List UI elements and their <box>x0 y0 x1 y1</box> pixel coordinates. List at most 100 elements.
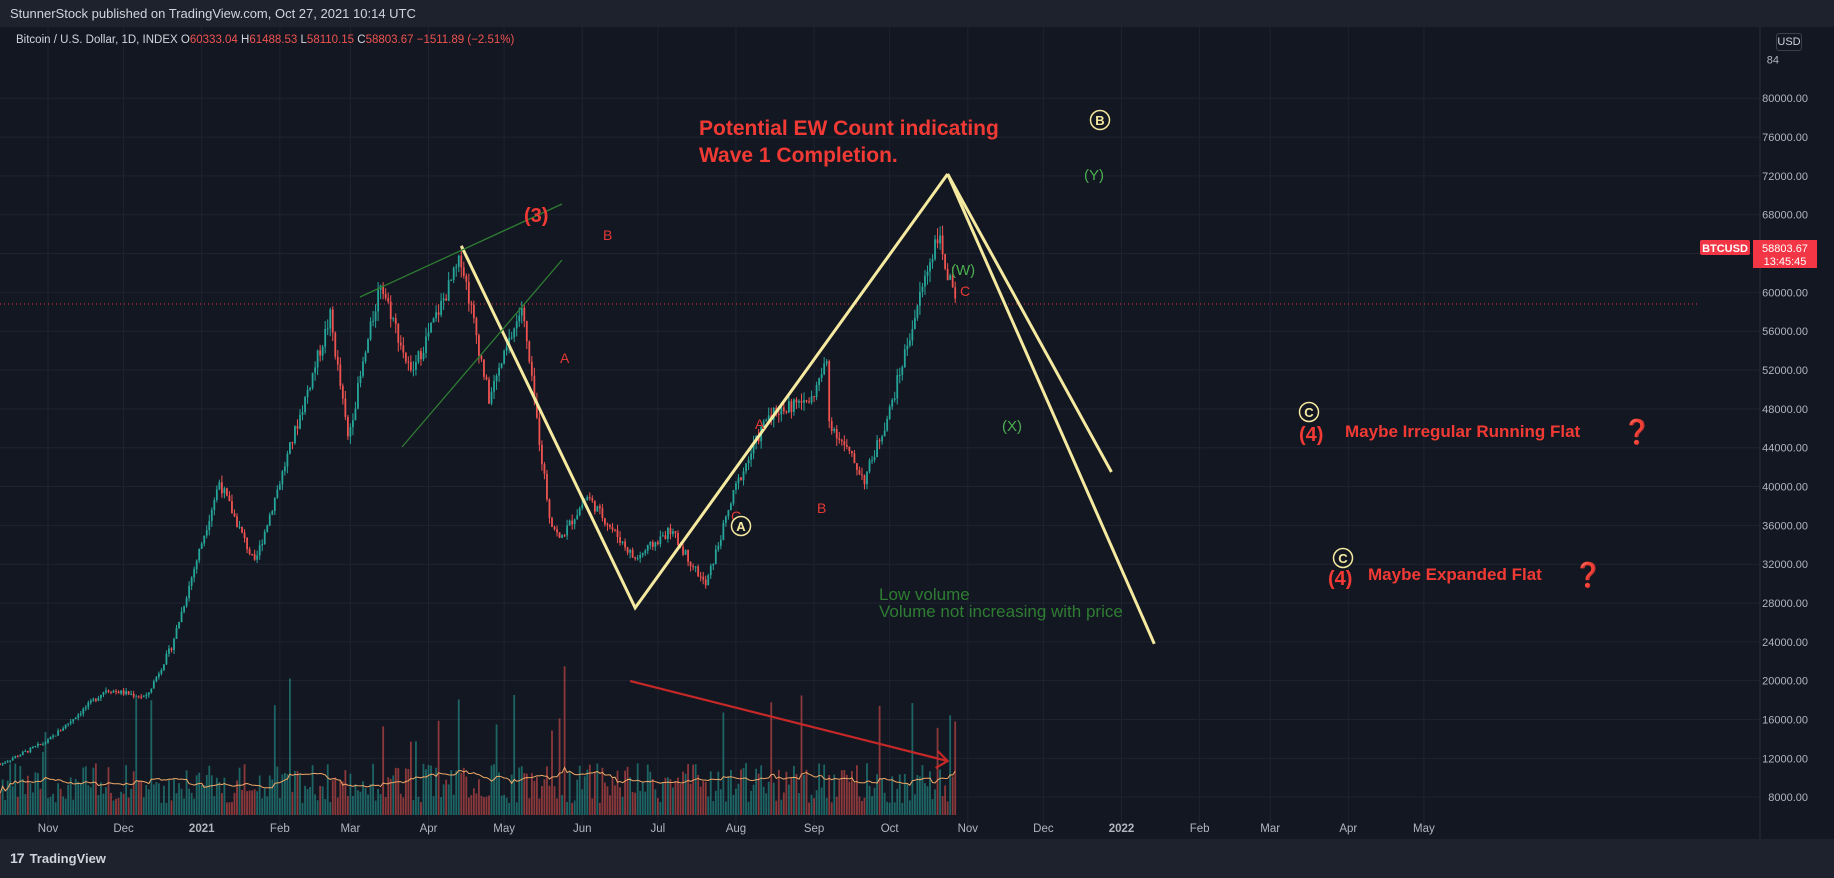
price-chart[interactable]: 80000.0076000.0072000.0068000.0064000.00… <box>0 27 1834 839</box>
volume-bar <box>213 796 216 815</box>
volume-bar <box>856 765 858 815</box>
candle-body <box>913 317 916 329</box>
candle-body <box>566 525 569 536</box>
candle-body <box>117 691 120 694</box>
volume-bar <box>160 802 163 815</box>
wave-c-circle-1-text: C <box>1304 405 1314 420</box>
candle-body <box>649 542 652 546</box>
volume-bar <box>417 796 420 815</box>
volume-bar <box>500 795 503 815</box>
candle-body <box>296 426 299 429</box>
wave-a-circle: A <box>730 515 752 537</box>
wave-c-circle-2: C <box>1332 547 1354 569</box>
volume-bar <box>165 802 168 815</box>
volume-bar <box>561 794 563 815</box>
volume-arrow-head <box>935 750 950 769</box>
candle-body <box>656 542 659 545</box>
candle-body <box>1 762 4 765</box>
candle-body <box>586 496 589 501</box>
candle-body <box>341 385 344 399</box>
candle-body <box>19 754 22 757</box>
volume-bar <box>903 773 906 815</box>
candle-body <box>299 414 301 429</box>
candle-body <box>193 569 196 578</box>
wave-4-label-2: (4) <box>1328 568 1352 590</box>
candle-body <box>241 526 243 533</box>
volume-bar <box>704 781 707 815</box>
volume-bar <box>190 792 193 815</box>
candle-body <box>818 378 821 386</box>
volume-bar <box>9 764 12 815</box>
volume-bar <box>926 786 929 815</box>
volume-bar <box>656 798 659 815</box>
volume-bar <box>445 779 448 815</box>
volume-bar <box>546 766 548 815</box>
title-line-2: Wave 1 Completion. <box>699 144 898 167</box>
candle-body <box>578 508 581 516</box>
volume-bar <box>719 789 722 815</box>
x-tick-label: Dec <box>113 823 134 835</box>
candle-body <box>541 444 543 465</box>
candle-body <box>357 383 359 409</box>
x-tick-label: Jul <box>650 823 665 835</box>
candle-body <box>39 743 42 745</box>
candle-body <box>795 399 798 403</box>
candle-body <box>115 690 117 692</box>
volume-bar <box>845 774 848 815</box>
volume-bar <box>364 788 367 815</box>
candle-body <box>392 318 395 320</box>
volume-bar <box>490 765 493 815</box>
volume-bar <box>107 767 110 815</box>
candle-body <box>621 541 624 543</box>
volume-bar <box>155 782 158 815</box>
projection-line-1 <box>946 173 1113 473</box>
candle-body <box>77 714 80 718</box>
volume-bar <box>316 800 319 815</box>
chart-pane[interactable] <box>0 27 1834 839</box>
candle-body <box>26 750 29 753</box>
candle-body <box>273 497 276 511</box>
wave-b-circle: B <box>1089 109 1111 131</box>
candle-body <box>281 471 284 485</box>
volume-bar <box>853 782 856 815</box>
volume-moving-average <box>0 766 956 794</box>
candle-body <box>724 516 727 523</box>
volume-bar <box>934 789 936 815</box>
tradingview-logo[interactable]: 17 TradingView <box>10 839 106 878</box>
candle-body <box>752 442 755 454</box>
x-tick-label: Apr <box>1339 823 1357 835</box>
question-icon-1: ❓ <box>1622 418 1652 446</box>
candle-body <box>52 735 54 738</box>
volume-bar <box>896 788 899 815</box>
volume-bar <box>583 776 586 815</box>
candle-body <box>571 520 574 525</box>
candle-body <box>793 399 795 412</box>
currency-button[interactable]: USD <box>1776 33 1802 51</box>
volume-bar <box>205 774 208 815</box>
candle-body <box>709 565 712 576</box>
volume-bar <box>402 797 405 815</box>
candle-body <box>203 535 206 544</box>
footer-bar: 17 TradingView <box>0 839 1834 878</box>
volume-bar <box>460 772 463 815</box>
volume-bar <box>319 785 322 815</box>
candle-body <box>412 369 415 371</box>
wave-x-label: (X) <box>1002 418 1022 435</box>
y-tick-label: 48000.00 <box>1762 404 1808 416</box>
candle-body <box>931 259 934 263</box>
volume-bar <box>173 779 175 815</box>
volume-bar <box>16 796 19 815</box>
volume-bar <box>228 802 231 815</box>
volume-bar <box>465 776 468 815</box>
y-tick-label: 72000.00 <box>1762 171 1808 183</box>
candle-body <box>258 545 261 556</box>
candle-body <box>150 688 153 693</box>
candle-body <box>767 415 770 421</box>
y-tick-label: 16000.00 <box>1762 715 1808 727</box>
volume-bar <box>268 775 271 815</box>
volume-bar <box>911 703 914 815</box>
candle-body <box>626 547 629 553</box>
volume-bar <box>354 784 357 815</box>
candle-body <box>223 488 226 494</box>
volume-bar <box>525 773 528 815</box>
